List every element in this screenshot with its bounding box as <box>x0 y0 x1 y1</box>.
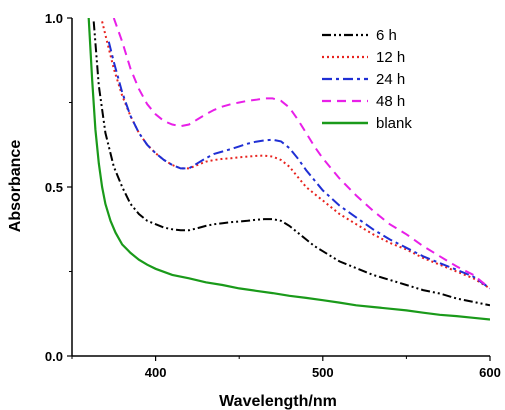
legend-item-48-h: 48 h <box>322 93 405 110</box>
y-tick-label: 1.0 <box>45 11 63 26</box>
series-line-48-h <box>112 18 490 290</box>
x-tick-label: 400 <box>145 365 167 380</box>
legend: 6 h 12 h 24 h 48 h blank <box>322 27 412 132</box>
legend-label: 24 h <box>376 71 405 88</box>
legend-label: blank <box>376 115 412 132</box>
x-axis-title: Wavelength/nm <box>219 393 337 410</box>
y-tick-label: 0.5 <box>45 180 63 195</box>
series-layer <box>87 18 490 321</box>
y-axis-title: Absorbance <box>7 140 24 233</box>
legend-item-blank: blank <box>322 115 412 132</box>
series-line-blank <box>87 18 490 321</box>
legend-item-24-h: 24 h <box>322 71 405 88</box>
series-line-12-h <box>101 21 490 290</box>
legend-label: 12 h <box>376 49 405 66</box>
x-tick-label: 500 <box>312 365 334 380</box>
legend-label: 48 h <box>376 93 405 110</box>
legend-label: 6 h <box>376 27 397 44</box>
legend-item-12-h: 12 h <box>322 49 405 66</box>
axes-layer <box>71 18 490 357</box>
y-tick-label: 0.0 <box>45 349 63 364</box>
x-tick-label: 600 <box>479 365 501 380</box>
ticks-layer: 400 500 600 0.0 0.5 1.0 <box>45 11 501 380</box>
series-line-6-h <box>92 21 490 307</box>
series-line-24-h <box>107 41 490 290</box>
legend-item-6-h: 6 h <box>322 27 397 44</box>
